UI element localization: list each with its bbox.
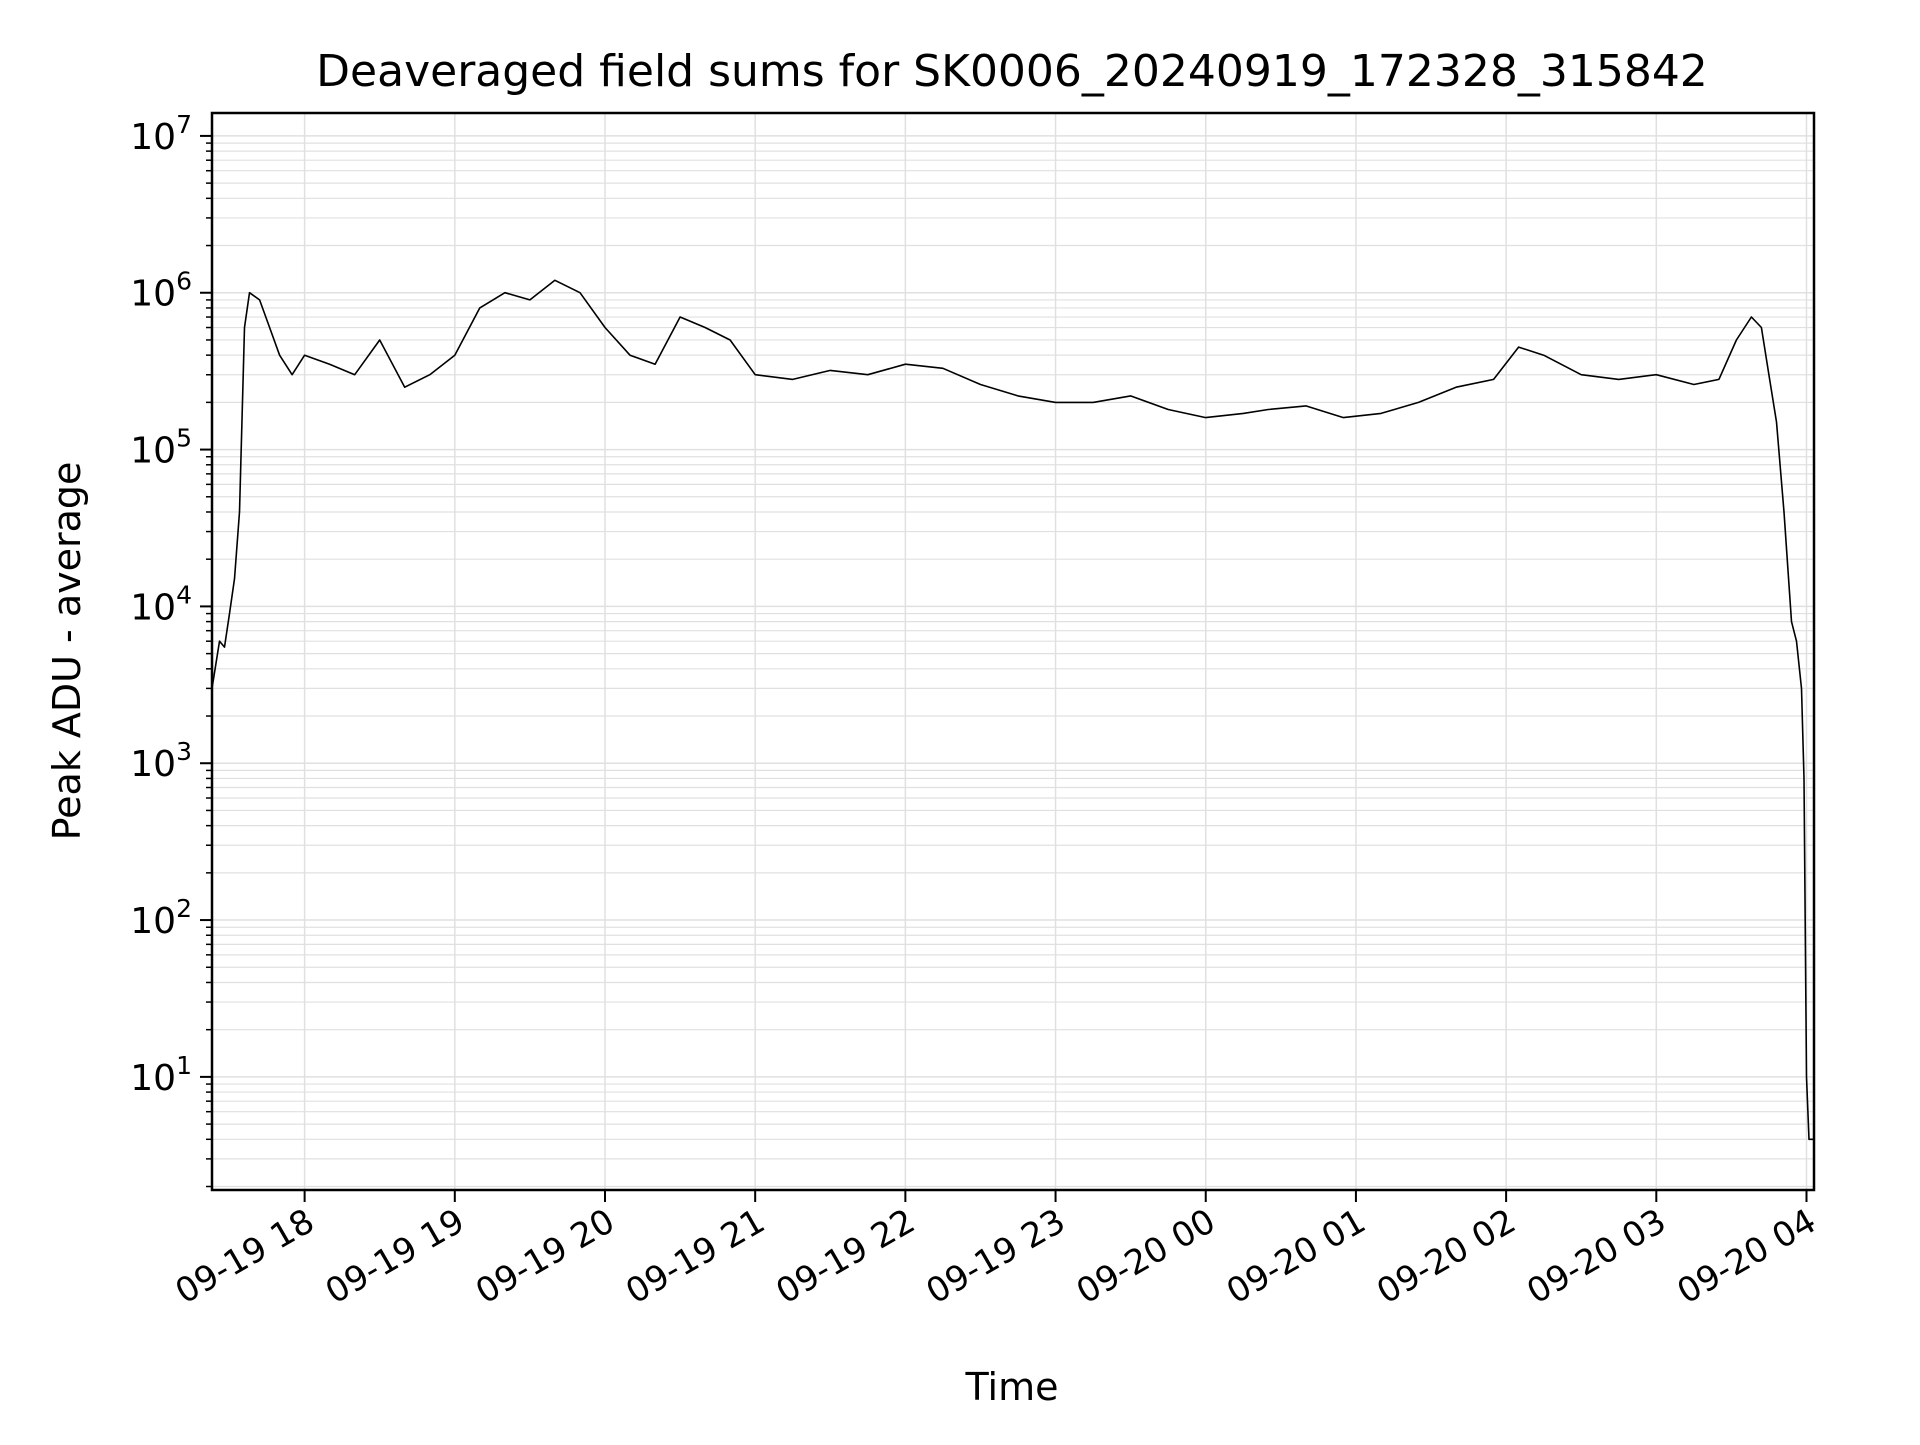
y-axis-label: Peak ADU - average xyxy=(45,462,89,841)
chart-title: Deaveraged field sums for SK0006_2024091… xyxy=(316,46,1708,97)
tick-layer xyxy=(200,134,1808,1202)
y-tick-label: 102 xyxy=(130,894,192,942)
series-line xyxy=(211,279,1814,1141)
plot-frame xyxy=(210,111,1816,1192)
y-tick-label: 107 xyxy=(130,110,192,158)
y-tick-label: 103 xyxy=(130,737,192,785)
y-tick-label: 106 xyxy=(130,267,192,315)
y-tick-label: 104 xyxy=(130,580,192,628)
y-tick-label: 101 xyxy=(130,1051,192,1099)
y-tick-label: 105 xyxy=(130,424,192,472)
x-axis-label: Time xyxy=(965,1365,1059,1409)
series-layer xyxy=(211,279,1814,1141)
y-tick-labels: 101 102 103 104 105 106 107 xyxy=(130,110,192,1099)
